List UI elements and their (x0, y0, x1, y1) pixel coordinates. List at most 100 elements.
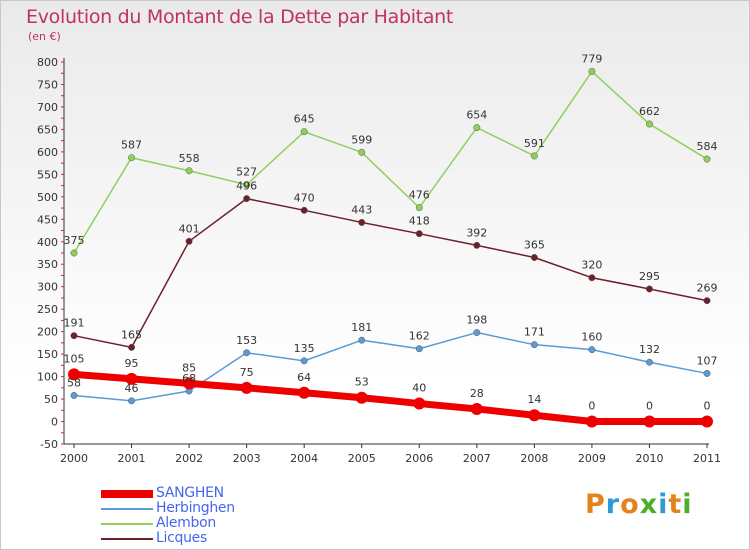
logo-letter: r (605, 489, 621, 520)
data-label-herbinghen: 160 (581, 331, 602, 344)
data-label-herbinghen: 171 (524, 326, 545, 339)
data-label-sanghen: 0 (646, 400, 653, 413)
data-point-herbinghen (473, 329, 481, 336)
data-point-licques (128, 343, 135, 351)
data-label-sanghen: 53 (355, 376, 369, 389)
data-point-sanghen (585, 415, 598, 428)
y-tick-label: 150 (37, 348, 58, 361)
data-label-sanghen: 14 (527, 393, 541, 406)
logo-letter: x (639, 489, 659, 520)
data-point-licques (300, 206, 308, 214)
x-tick-label: 2010 (635, 452, 663, 465)
y-tick-label: 100 (37, 371, 58, 384)
data-point-herbinghen (300, 357, 308, 365)
data-label-herbinghen: 107 (697, 354, 718, 367)
data-label-herbinghen: 68 (182, 372, 196, 385)
data-point-alembon (646, 120, 653, 128)
data-label-alembon: 779 (581, 52, 602, 65)
data-label-alembon: 587 (121, 139, 142, 152)
x-tick-label: 2006 (405, 452, 433, 465)
data-point-herbinghen (70, 392, 78, 399)
logo-letter: i (658, 489, 669, 520)
data-point-licques (358, 218, 366, 226)
logo-letter: o (620, 489, 640, 520)
legend-swatch (101, 523, 153, 525)
x-tick-label: 2000 (60, 452, 88, 465)
data-label-sanghen: 85 (182, 361, 196, 374)
data-label-herbinghen: 46 (125, 382, 139, 395)
series-line-sanghen (70, 370, 711, 426)
data-point-sanghen (528, 409, 541, 422)
data-label-licques: 470 (294, 191, 315, 204)
data-label-licques: 418 (409, 215, 430, 228)
x-tick-label: 2008 (520, 452, 548, 465)
y-tick-label: 250 (37, 303, 58, 316)
y-tick-label: 450 (37, 213, 58, 226)
data-point-licques (588, 274, 596, 282)
series-line-alembon (73, 70, 708, 254)
data-label-herbinghen: 198 (466, 314, 487, 327)
data-point-herbinghen (703, 369, 711, 377)
data-point-alembon (128, 154, 135, 162)
data-label-herbinghen: 153 (236, 334, 257, 347)
data-label-sanghen: 105 (64, 352, 85, 365)
data-point-alembon (530, 152, 538, 160)
data-label-alembon: 654 (466, 109, 487, 122)
x-tick-label: 2002 (175, 452, 203, 465)
data-point-herbinghen (588, 346, 596, 354)
x-tick-label: 2003 (233, 452, 261, 465)
data-label-alembon: 584 (697, 140, 718, 153)
data-label-licques: 496 (236, 180, 257, 193)
data-point-sanghen (183, 377, 196, 390)
y-tick-label: 400 (37, 236, 58, 249)
data-point-sanghen (68, 368, 80, 381)
series-line-licques (73, 197, 708, 349)
data-label-sanghen: 40 (412, 382, 426, 395)
legend-label: Alembon (156, 515, 216, 531)
logo-letter: t (668, 489, 683, 520)
data-point-sanghen (298, 386, 311, 399)
data-point-alembon (185, 167, 193, 175)
legend-label: SANGHEN (156, 485, 224, 501)
data-point-licques (473, 241, 481, 249)
chart-title: Evolution du Montant de la Dette par Hab… (26, 6, 454, 28)
y-tick-label: 300 (37, 281, 58, 294)
data-label-licques: 365 (524, 238, 545, 251)
data-label-sanghen: 28 (470, 387, 484, 400)
data-point-alembon (300, 128, 308, 136)
y-tick-label: 800 (37, 56, 58, 69)
data-point-herbinghen (358, 336, 366, 344)
data-label-sanghen: 64 (297, 371, 311, 384)
y-tick-label: 500 (37, 191, 58, 204)
data-label-alembon: 645 (294, 113, 315, 126)
data-point-herbinghen (530, 341, 538, 349)
data-label-licques: 191 (64, 317, 85, 330)
y-tick-label: 750 (37, 78, 58, 91)
legend-swatch (101, 490, 153, 498)
chart-unit: (en €) (28, 30, 61, 43)
data-point-sanghen (125, 372, 138, 385)
x-tick-label: 2007 (463, 452, 491, 465)
data-point-herbinghen (128, 397, 135, 405)
x-tick-label: 2005 (348, 452, 376, 465)
data-label-licques: 443 (351, 203, 372, 216)
data-label-alembon: 476 (409, 189, 430, 202)
data-point-licques (185, 237, 193, 245)
data-point-sanghen (413, 397, 426, 410)
data-label-herbinghen: 181 (351, 321, 372, 334)
logo-letter: i (682, 489, 693, 520)
data-point-sanghen (355, 391, 368, 404)
data-label-herbinghen: 132 (639, 343, 660, 356)
y-tick-label: 650 (37, 123, 58, 136)
data-label-sanghen: 95 (125, 357, 139, 370)
x-tick-label: 2011 (693, 452, 721, 465)
x-tick-label: 2004 (290, 452, 318, 465)
data-point-alembon (415, 204, 423, 212)
data-point-alembon (243, 181, 251, 189)
y-tick-label: -50 (40, 438, 58, 451)
legend-swatch (101, 508, 153, 510)
data-point-sanghen (701, 415, 713, 428)
y-tick-label: 350 (37, 258, 58, 271)
